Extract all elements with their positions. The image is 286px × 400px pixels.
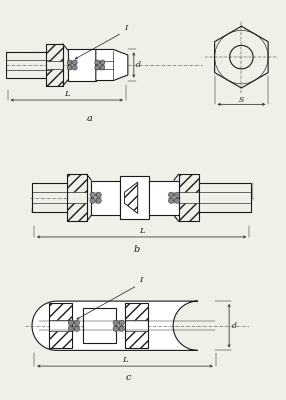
Circle shape (68, 320, 74, 326)
Circle shape (100, 60, 105, 65)
Circle shape (72, 60, 77, 65)
Text: L: L (122, 356, 128, 364)
Bar (178, 174, 199, 221)
Bar (67, 174, 87, 221)
Text: L: L (64, 90, 69, 98)
Text: S: S (239, 96, 244, 104)
Bar (46, 69, 63, 86)
Bar (178, 174, 199, 192)
Text: I: I (140, 276, 143, 284)
Text: c: c (126, 373, 131, 382)
Polygon shape (32, 301, 198, 350)
Bar (120, 176, 149, 219)
Circle shape (95, 60, 100, 65)
Circle shape (168, 192, 174, 198)
Circle shape (113, 326, 118, 332)
Circle shape (100, 65, 105, 70)
Text: d: d (136, 61, 141, 69)
Circle shape (72, 65, 77, 70)
Circle shape (90, 198, 96, 204)
Bar (149, 181, 178, 214)
Bar (68, 50, 96, 80)
Text: d: d (232, 322, 237, 330)
Circle shape (96, 192, 101, 198)
Circle shape (113, 320, 118, 326)
Bar (46, 44, 63, 61)
Circle shape (174, 192, 180, 198)
Circle shape (67, 60, 72, 65)
Bar (49, 303, 72, 320)
Circle shape (174, 198, 180, 204)
Bar (6, 52, 50, 78)
Bar (125, 303, 148, 348)
Bar (67, 174, 87, 192)
Bar (46, 44, 63, 86)
Circle shape (74, 326, 80, 332)
Bar (91, 181, 120, 214)
Text: b: b (134, 245, 140, 254)
Circle shape (90, 192, 96, 198)
Polygon shape (96, 50, 128, 80)
Circle shape (74, 320, 80, 326)
Bar (125, 303, 148, 320)
Circle shape (68, 326, 74, 332)
Circle shape (96, 198, 101, 204)
Text: L: L (139, 227, 144, 235)
Circle shape (119, 320, 124, 326)
Text: a: a (87, 114, 93, 123)
Bar (67, 203, 87, 221)
Bar (49, 303, 72, 348)
Bar (83, 308, 116, 343)
Bar (125, 331, 148, 348)
Circle shape (119, 326, 124, 332)
Bar (49, 331, 72, 348)
Bar (178, 203, 199, 221)
Circle shape (95, 65, 100, 70)
Bar (199, 183, 251, 212)
Circle shape (67, 65, 72, 70)
Bar (32, 183, 68, 212)
Circle shape (168, 198, 174, 204)
Text: I: I (124, 24, 127, 32)
